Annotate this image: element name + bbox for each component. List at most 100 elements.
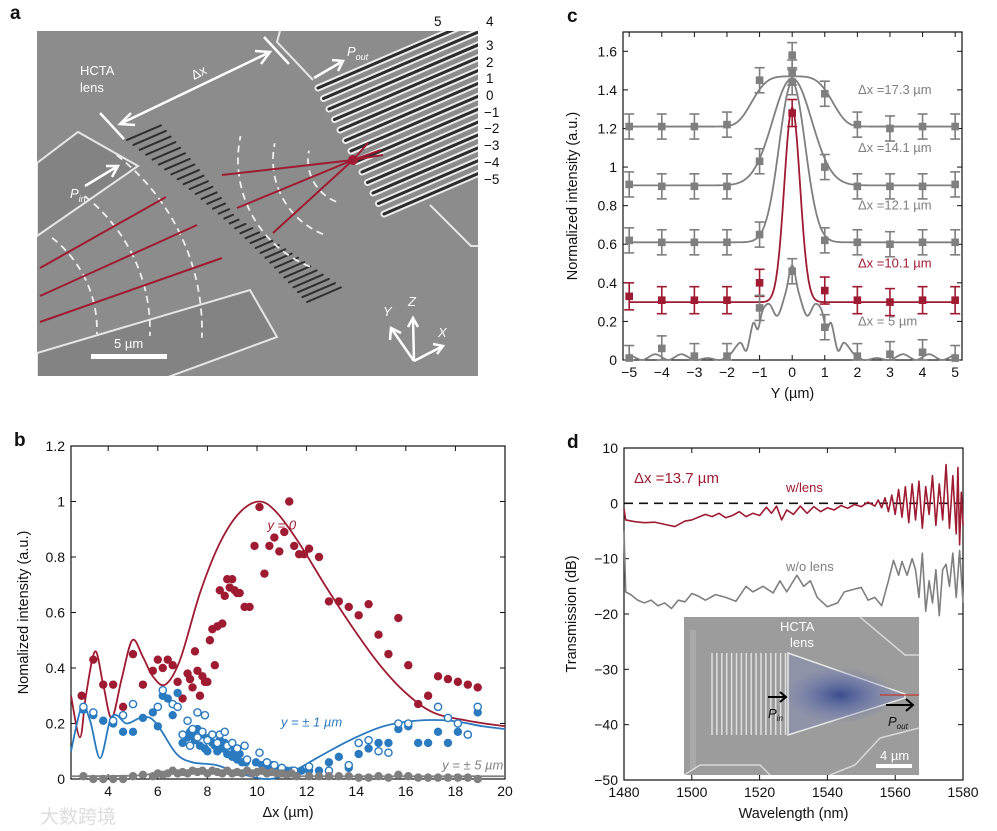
pout-arrow [313,58,345,80]
x-tick-label: 4 [919,364,927,380]
data-point [723,352,731,360]
data-point [886,182,894,191]
data-point [292,772,301,781]
lens-dash [176,169,200,181]
x-tick-label: 4 [104,783,112,799]
data-point [918,182,927,191]
data-point [364,735,373,745]
data-point [657,296,666,304]
data-point [443,674,453,684]
data-point [203,735,212,745]
y-tick-label: 0.6 [598,236,618,252]
data-point [625,180,633,189]
data-point [128,772,138,781]
inset-hcta-label-line2: lens [790,635,814,650]
waveguide [360,120,478,174]
data-point [262,758,272,767]
data-point [285,497,294,506]
x-tick-label: 20 [497,783,513,799]
data-point [853,120,862,129]
data-point [218,619,227,628]
data-point [178,730,187,739]
inset-beam [785,667,895,723]
data-point [853,238,862,247]
y-tick-label: 0.6 [46,605,66,621]
data-point [354,611,363,620]
data-point [108,680,118,689]
data-point [210,661,220,670]
inset-trench-edge [684,764,771,775]
data-point [453,677,463,687]
data-point [242,755,252,764]
data-point [443,773,453,782]
data-point [788,109,796,117]
data-point [951,122,959,131]
data-point [414,699,423,709]
data-point [220,727,230,737]
light-ray [39,257,223,323]
data-point [185,674,195,684]
light-ray [39,224,198,297]
x-tick-label: 8 [204,783,212,799]
data-point [473,774,482,784]
inset-trench-edge [859,617,919,656]
y-tick-label: 10 [602,440,618,456]
x-tick-label: −2 [719,364,735,380]
data-point [723,120,731,129]
x-tick-label: 14 [348,783,364,799]
inset-scale-bar [876,764,912,768]
data-point [755,157,764,166]
data-point [625,354,633,362]
wavefront-arc [307,150,337,203]
data-point [227,738,237,748]
data-point [625,292,633,301]
data-point [951,238,959,247]
data-point [235,588,244,598]
data-point [723,296,731,304]
x-tick-label: 16 [398,783,414,799]
waveguide [338,69,478,132]
data-point [205,636,215,645]
port-label: −2 [484,121,499,136]
data-point [820,236,829,245]
data-point [270,533,279,542]
data-point [297,766,306,775]
y-tick-label: 1.2 [598,120,618,136]
data-point [198,727,207,737]
x-tick-label: −5 [621,364,637,380]
x-tick-label: 1540 [812,784,843,800]
data-point [433,672,443,681]
data-point [853,182,862,191]
data-point [168,710,177,720]
data-point [148,666,158,675]
sem-image-panel-a: Δx HCTA lens Pin Pout 5 µm [37,14,500,376]
data-point [280,527,289,537]
data-point [79,772,88,781]
data-point [657,182,666,191]
data-point [657,122,666,131]
x-tick-label: 1480 [608,784,639,800]
x-tick-label: 0 [788,364,796,380]
data-point [423,738,433,748]
panel-label-a: a [10,3,21,24]
lens-dash [306,286,342,303]
data-point [755,76,764,85]
data-point [453,773,463,782]
inset-pin-arrow [768,691,788,703]
data-point [354,773,363,782]
lens-dash [212,202,227,210]
lens-dash [296,277,330,294]
data-point [423,691,433,700]
data-point [755,304,764,312]
data-point [723,182,731,191]
data-point [414,738,423,748]
data-point [886,124,894,133]
data-point [89,708,98,717]
data-point [108,774,118,784]
data-point [433,773,443,782]
data-point [334,597,344,606]
data-point [89,655,98,664]
x-tick-label: 5 [951,364,959,380]
lens-dash [292,273,324,289]
data-point [755,230,764,239]
